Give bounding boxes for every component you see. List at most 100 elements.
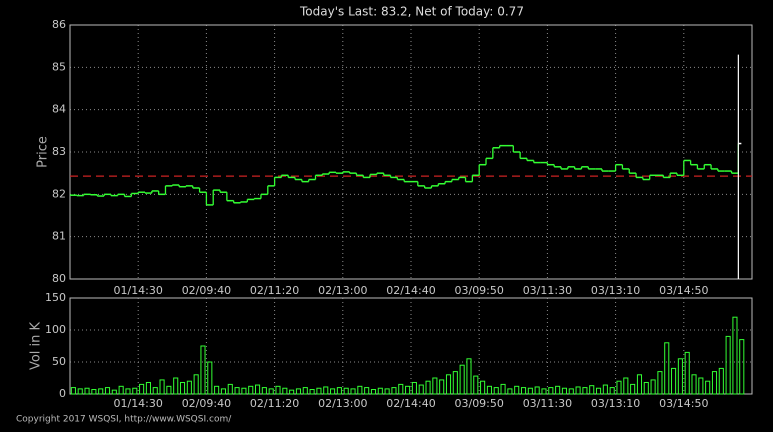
volume-bar bbox=[377, 387, 383, 395]
volume-bar bbox=[568, 388, 574, 395]
volume-bar bbox=[459, 364, 465, 395]
volume-bar bbox=[330, 388, 336, 395]
volume-bar bbox=[70, 387, 76, 395]
volume-bar bbox=[411, 381, 417, 395]
x-tick-label: 03/09:50 bbox=[454, 284, 503, 297]
volume-bar bbox=[173, 377, 179, 395]
volume-bar bbox=[214, 385, 220, 395]
volume-bar bbox=[84, 387, 90, 395]
volume-bar bbox=[275, 385, 281, 395]
y-tick-label: 50 bbox=[52, 355, 66, 368]
volume-bar bbox=[684, 351, 690, 395]
plot-frame bbox=[69, 24, 753, 280]
volume-bar bbox=[152, 387, 158, 395]
volume-bar bbox=[343, 387, 349, 395]
x-tick-label: 03/14:50 bbox=[659, 284, 708, 297]
volume-bar bbox=[159, 379, 165, 395]
volume-bar bbox=[111, 389, 117, 395]
volume-bar bbox=[507, 388, 513, 395]
volume-bar bbox=[104, 387, 111, 395]
volume-bar bbox=[391, 387, 397, 395]
volume-bar bbox=[643, 381, 649, 395]
volume-bar bbox=[589, 385, 595, 395]
y-tick-label: 81 bbox=[52, 230, 66, 243]
volume-bar bbox=[234, 387, 240, 395]
volume-bar bbox=[439, 379, 445, 395]
x-tick-label: 02/11:20 bbox=[250, 284, 299, 297]
y-tick-label: 0 bbox=[59, 387, 66, 400]
volume-bar bbox=[98, 388, 104, 395]
volume-bar bbox=[166, 385, 172, 395]
volume-bar bbox=[125, 388, 131, 395]
volume-bar bbox=[91, 389, 97, 395]
volume-bar bbox=[582, 387, 588, 395]
volume-bar bbox=[220, 388, 226, 395]
x-tick-label: 01/14:30 bbox=[113, 397, 162, 410]
x-tick-label: 02/14:40 bbox=[386, 284, 435, 297]
volume-bar bbox=[452, 371, 458, 395]
volume-bar bbox=[268, 388, 274, 395]
volume-bar bbox=[711, 371, 718, 395]
volume-bar bbox=[364, 387, 370, 395]
volume-bar bbox=[316, 387, 322, 395]
x-tick-label: 03/13:10 bbox=[591, 397, 640, 410]
volume-bar bbox=[255, 384, 261, 395]
x-tick-label: 03/11:30 bbox=[523, 284, 572, 297]
y-tick-label: 85 bbox=[52, 60, 66, 73]
x-tick-label: 02/13:00 bbox=[318, 397, 367, 410]
volume-bar bbox=[425, 380, 431, 395]
x-tick-label: 03/13:10 bbox=[591, 284, 640, 297]
volume-bar bbox=[295, 388, 302, 395]
volume-bar bbox=[500, 383, 506, 395]
volume-bar bbox=[248, 385, 254, 395]
x-tick-label: 02/11:20 bbox=[250, 397, 299, 410]
x-tick-label: 01/14:30 bbox=[113, 284, 162, 297]
volume-bar bbox=[520, 387, 527, 395]
volume-bar bbox=[350, 388, 356, 395]
volume-bar bbox=[636, 374, 643, 395]
volume-bar bbox=[398, 383, 404, 395]
volume-bar bbox=[664, 342, 670, 395]
volume-bar bbox=[289, 389, 295, 395]
volume-bar bbox=[186, 380, 192, 395]
volume-bar bbox=[405, 385, 411, 395]
volume-bar bbox=[596, 387, 602, 395]
x-tick-label: 03/09:50 bbox=[454, 397, 503, 410]
volume-bar bbox=[302, 387, 308, 395]
volume-bar bbox=[241, 387, 247, 395]
volume-bar bbox=[357, 385, 363, 395]
volume-bar bbox=[370, 389, 377, 395]
volume-bar bbox=[486, 385, 492, 395]
volume-bar bbox=[630, 383, 636, 395]
y-tick-label: 150 bbox=[45, 291, 66, 304]
volume-bar bbox=[548, 387, 554, 395]
volume-bar bbox=[534, 386, 540, 395]
volume-bar bbox=[432, 377, 438, 395]
volume-bar bbox=[575, 386, 581, 395]
x-tick-label: 03/11:30 bbox=[523, 397, 572, 410]
volume-bar bbox=[445, 374, 452, 395]
volume-bar bbox=[657, 371, 663, 395]
volume-bar bbox=[705, 380, 711, 395]
volume-bar bbox=[541, 388, 547, 395]
volume-bar bbox=[200, 345, 206, 395]
volume-bar bbox=[650, 379, 656, 395]
y-axis-label: Vol in K bbox=[29, 321, 44, 370]
volume-bar bbox=[261, 387, 267, 395]
volume-bar bbox=[514, 385, 520, 395]
volume-bar bbox=[677, 358, 683, 395]
y-tick-label: 84 bbox=[52, 103, 66, 116]
volume-bar bbox=[132, 387, 138, 395]
y-tick-label: 86 bbox=[52, 18, 66, 31]
y-tick-label: 100 bbox=[45, 323, 66, 336]
volume-bar bbox=[384, 388, 390, 395]
volume-bar bbox=[691, 374, 697, 395]
volume-bar bbox=[616, 380, 622, 395]
plot-frame bbox=[69, 297, 753, 395]
volume-bar bbox=[725, 335, 731, 395]
volume-bar bbox=[473, 375, 479, 395]
volume-bar bbox=[718, 367, 724, 395]
volume-bar bbox=[555, 385, 561, 395]
volume-bar bbox=[698, 377, 704, 395]
